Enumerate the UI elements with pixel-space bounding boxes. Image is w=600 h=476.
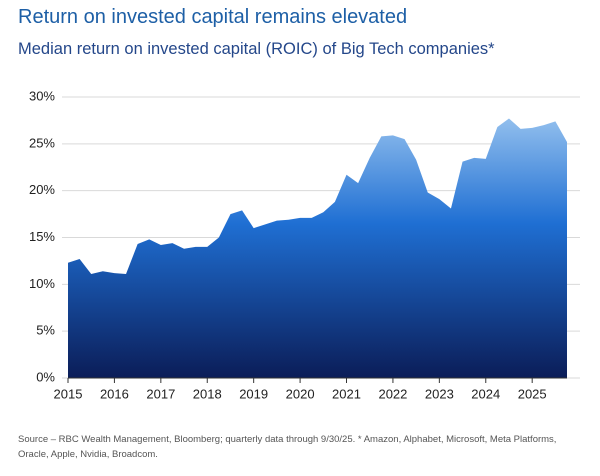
- x-tick-label: 2021: [332, 386, 361, 401]
- y-tick-label: 30%: [29, 88, 55, 103]
- x-tick-label: 2016: [100, 386, 129, 401]
- y-tick-label: 5%: [36, 323, 55, 338]
- y-tick-label: 20%: [29, 182, 55, 197]
- source-note: Source – RBC Wealth Management, Bloomber…: [18, 434, 557, 460]
- y-tick-label: 25%: [29, 135, 55, 150]
- x-tick-label: 2020: [286, 386, 315, 401]
- x-tick-label: 2017: [146, 386, 175, 401]
- y-tick-label: 10%: [29, 276, 55, 291]
- x-tick-label: 2015: [54, 386, 83, 401]
- x-tick-label: 2025: [518, 386, 547, 401]
- area: [68, 118, 567, 378]
- chart-subtitle: Median return on invested capital (ROIC)…: [18, 40, 495, 58]
- x-tick-label: 2018: [193, 386, 222, 401]
- x-tick-label: 2024: [471, 386, 500, 401]
- x-tick-label: 2019: [239, 386, 268, 401]
- chart-title: Return on invested capital remains eleva…: [18, 6, 408, 28]
- x-tick-label: 2022: [378, 386, 407, 401]
- x-tick-label: 2023: [425, 386, 454, 401]
- y-tick-label: 0%: [36, 369, 55, 384]
- y-tick-label: 15%: [29, 229, 55, 244]
